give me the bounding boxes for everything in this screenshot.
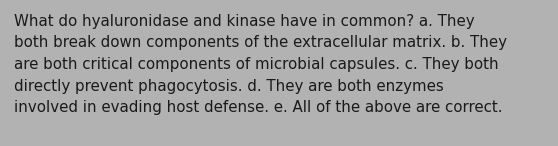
Text: are both critical components of microbial capsules. c. They both: are both critical components of microbia… [14, 57, 499, 72]
Text: involved in evading host defense. e. All of the above are correct.: involved in evading host defense. e. All… [14, 100, 503, 115]
Text: both break down components of the extracellular matrix. b. They: both break down components of the extrac… [14, 35, 507, 51]
Text: directly prevent phagocytosis. d. They are both enzymes: directly prevent phagocytosis. d. They a… [14, 79, 444, 93]
Text: What do hyaluronidase and kinase have in common? a. They: What do hyaluronidase and kinase have in… [14, 14, 475, 29]
